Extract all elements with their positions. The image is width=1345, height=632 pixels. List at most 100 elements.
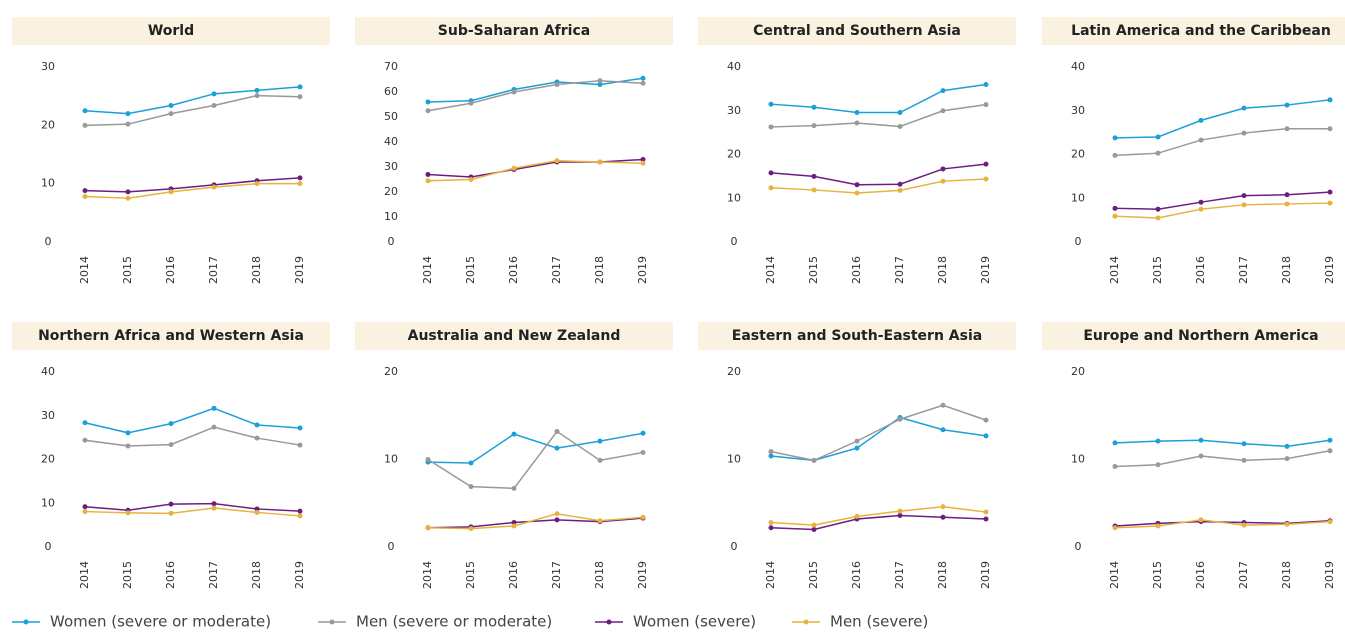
x-tick-label: 2016 <box>1194 561 1207 589</box>
y-tick-label: 10 <box>1071 453 1085 466</box>
y-tick-label: 0 <box>45 235 52 248</box>
data-point <box>940 402 946 408</box>
x-tick-label: 2015 <box>807 256 820 284</box>
data-point <box>1241 522 1247 528</box>
data-point <box>254 93 260 99</box>
data-point <box>1155 462 1161 468</box>
data-point <box>897 187 903 193</box>
series-line <box>427 79 644 112</box>
data-point <box>211 184 217 190</box>
data-point <box>940 166 946 172</box>
data-point <box>125 189 131 195</box>
y-tick-label: 10 <box>1071 191 1085 204</box>
x-tick-label: 2017 <box>893 561 906 589</box>
data-point <box>768 170 774 176</box>
data-point <box>254 422 260 428</box>
data-point <box>297 84 303 90</box>
data-point <box>1327 189 1333 195</box>
x-tick-label: 2018 <box>593 561 606 589</box>
data-point <box>1112 525 1118 531</box>
data-point <box>768 520 774 525</box>
data-point <box>1327 126 1333 132</box>
legend-label: Men (severe) <box>830 613 928 631</box>
x-tick-label: 2014 <box>78 256 91 284</box>
series-line <box>1114 439 1331 448</box>
data-point <box>82 437 88 443</box>
x-tick-label: 2018 <box>593 256 606 284</box>
data-point <box>168 111 174 117</box>
data-point <box>768 525 774 531</box>
chart-title: Latin America and the Caribbean <box>1071 23 1331 39</box>
series-line <box>770 416 987 462</box>
data-point <box>1241 193 1247 199</box>
series-line <box>84 502 301 512</box>
x-tick-label: 2017 <box>1237 256 1250 284</box>
data-point <box>297 94 303 100</box>
y-tick-label: 50 <box>384 110 398 123</box>
series-line <box>770 514 987 531</box>
data-point <box>168 103 174 108</box>
data-point <box>554 445 560 451</box>
series-line <box>427 432 644 464</box>
data-point <box>125 111 131 117</box>
x-tick-label: 2015 <box>121 561 134 589</box>
y-tick-label: 40 <box>727 60 741 73</box>
data-point <box>1198 517 1204 523</box>
x-tick-label: 2018 <box>1280 561 1293 589</box>
data-point <box>1198 137 1204 143</box>
data-point <box>1284 126 1290 132</box>
x-tick-label: 2017 <box>550 561 563 589</box>
data-point <box>511 165 517 171</box>
data-point <box>168 189 174 195</box>
data-point <box>1327 519 1333 525</box>
series-line <box>1114 519 1331 529</box>
x-tick-label: 2019 <box>293 561 306 589</box>
data-point <box>554 158 560 164</box>
y-tick-label: 40 <box>41 365 55 378</box>
title-box <box>355 17 673 45</box>
data-point <box>425 457 431 462</box>
x-tick-label: 2015 <box>1151 256 1164 284</box>
y-tick-label: 0 <box>1075 235 1082 248</box>
series-line <box>1114 191 1331 210</box>
data-point <box>597 82 603 87</box>
data-point <box>425 525 431 531</box>
data-point <box>897 513 903 518</box>
y-tick-label: 20 <box>727 148 741 161</box>
data-point <box>811 187 817 193</box>
data-point <box>1198 117 1204 123</box>
data-point <box>811 173 817 179</box>
data-point <box>1241 202 1247 208</box>
x-tick-label: 2014 <box>78 561 91 589</box>
data-point <box>1198 437 1204 443</box>
data-point <box>125 443 131 449</box>
data-point <box>125 430 131 436</box>
title-box <box>698 322 1016 350</box>
chart-title: Central and Southern Asia <box>753 23 961 39</box>
data-point <box>468 460 474 466</box>
data-point <box>811 522 817 528</box>
x-tick-label: 2017 <box>207 561 220 589</box>
legend-marker <box>803 619 809 625</box>
series-line <box>427 159 644 182</box>
data-point <box>1198 206 1204 212</box>
data-point <box>511 520 517 525</box>
data-point <box>640 430 646 436</box>
series-line <box>770 163 987 186</box>
y-tick-label: 30 <box>1071 104 1085 117</box>
data-point <box>1155 215 1161 221</box>
x-tick-label: 2018 <box>250 561 263 589</box>
series-line <box>427 77 644 103</box>
data-point <box>425 99 431 105</box>
data-point <box>254 509 260 515</box>
data-point <box>597 438 603 444</box>
data-point <box>211 501 217 507</box>
data-point <box>768 185 774 191</box>
x-tick-label: 2016 <box>507 256 520 284</box>
data-point <box>82 188 88 194</box>
series-line <box>427 512 644 530</box>
series-line <box>84 86 301 115</box>
y-tick-label: 20 <box>384 365 398 378</box>
data-point <box>897 416 903 422</box>
